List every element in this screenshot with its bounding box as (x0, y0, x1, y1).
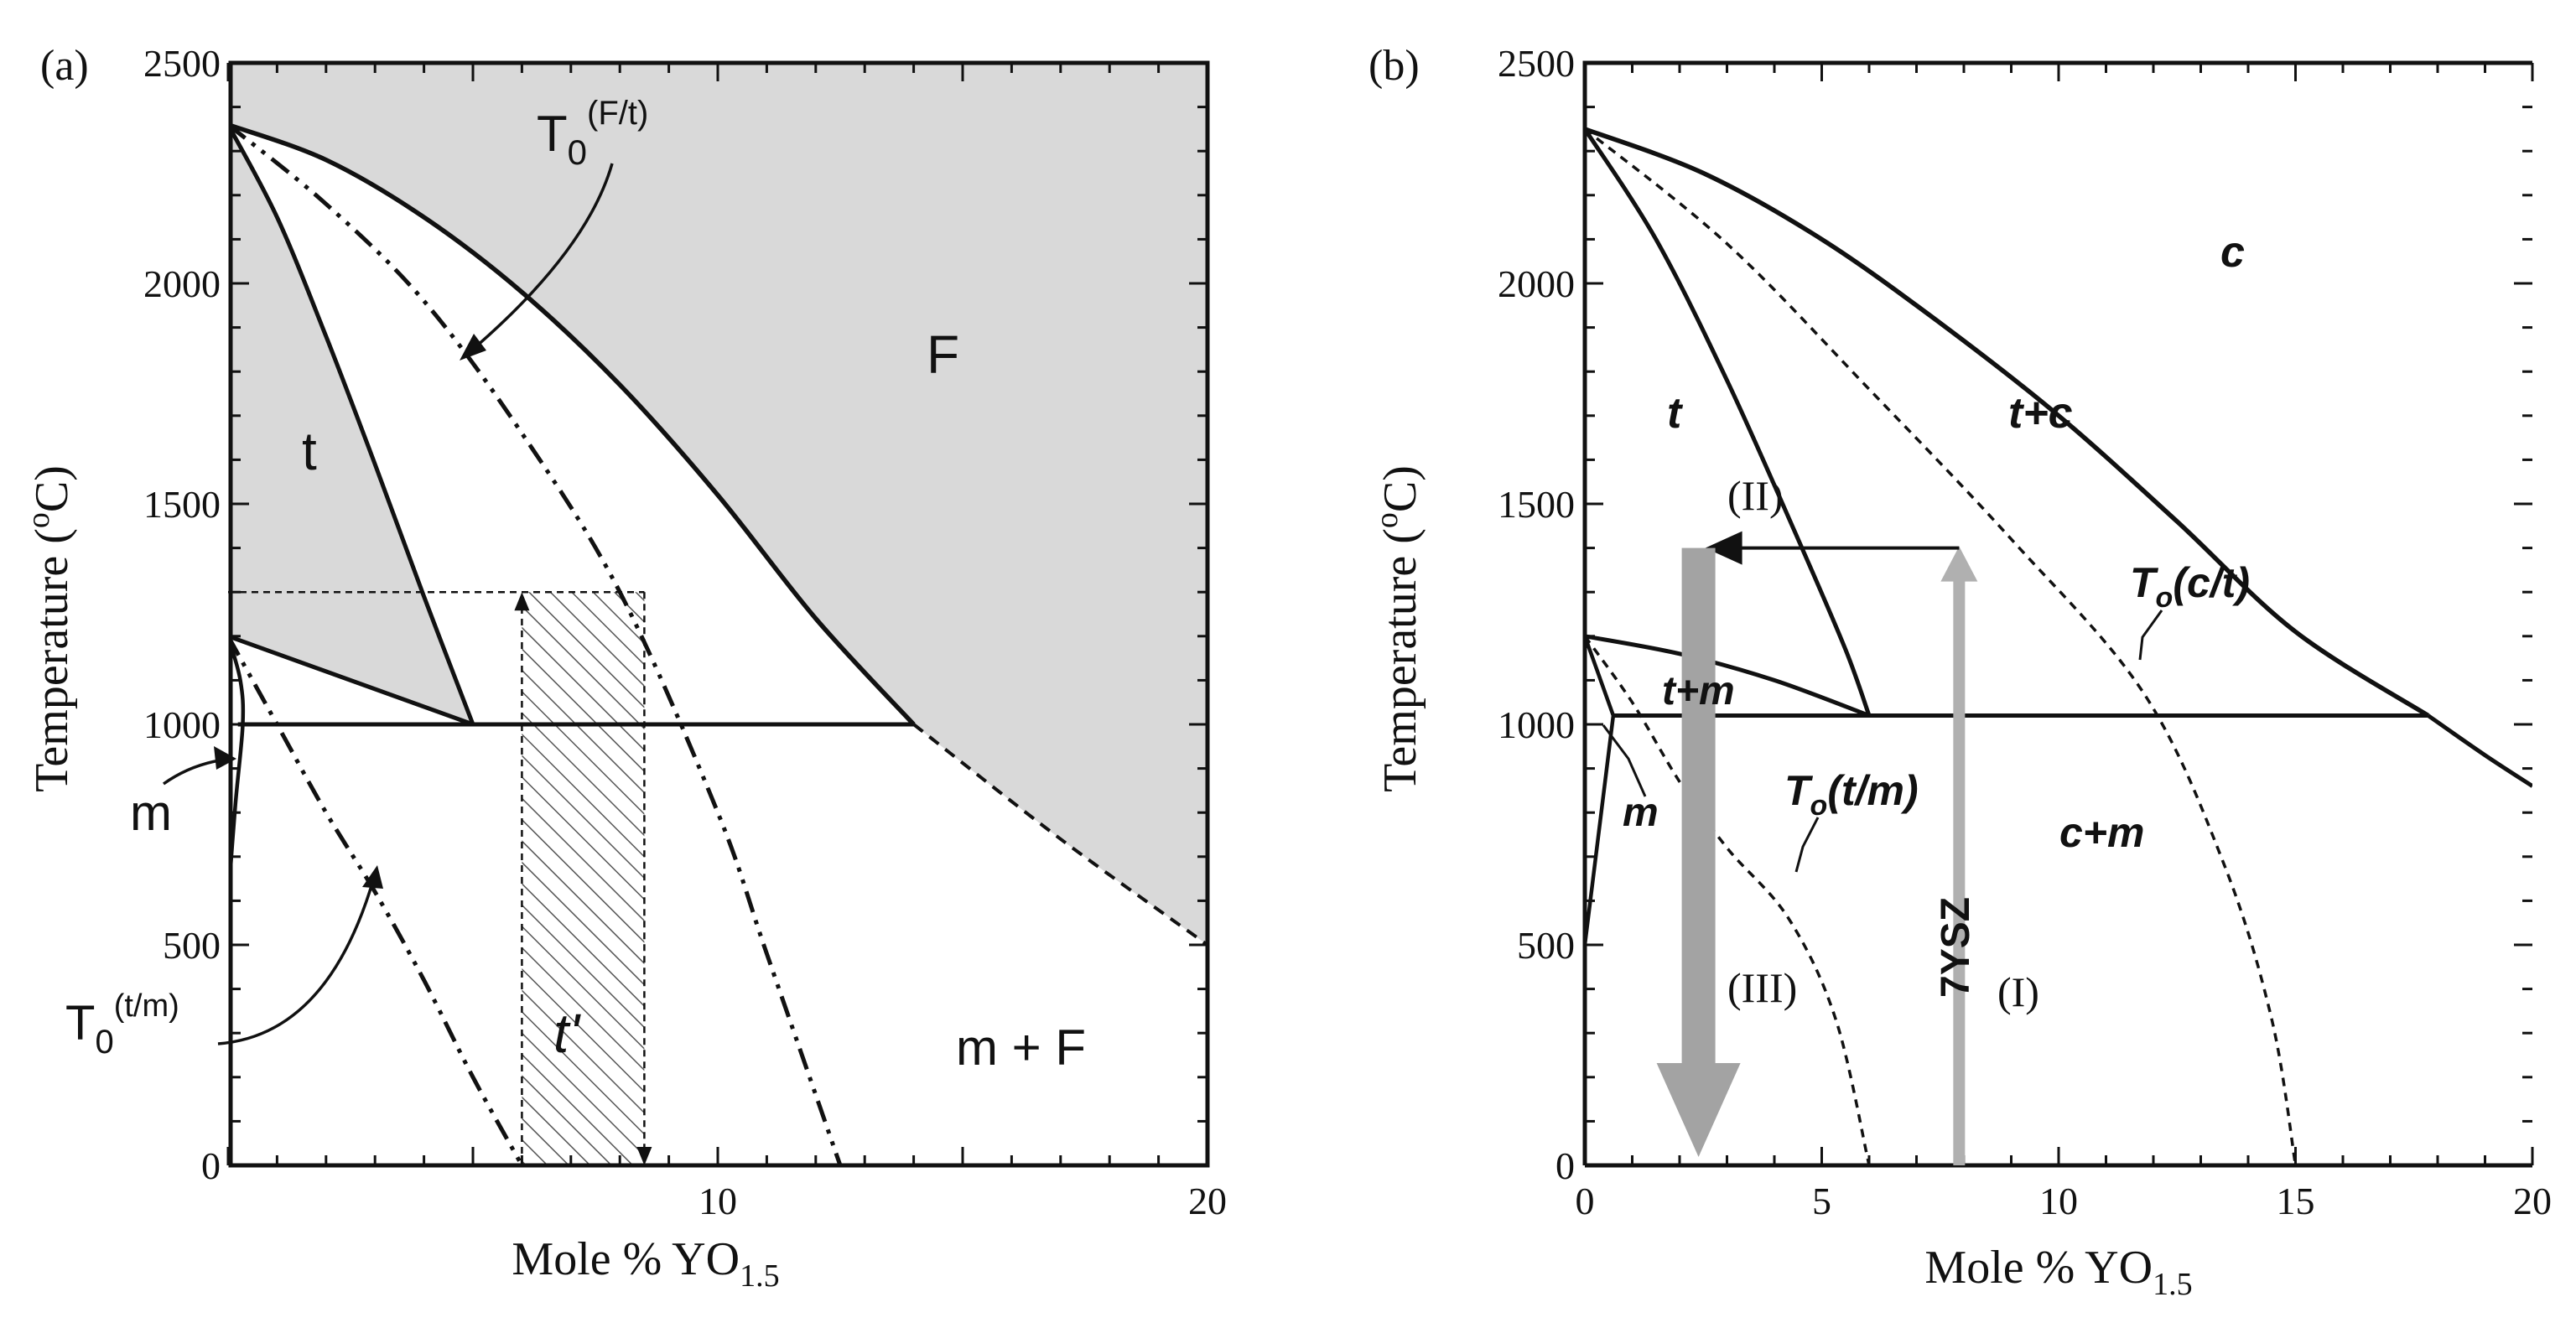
leader-arrowhead-T0-t-m (362, 865, 383, 889)
curve-m-solvus (1585, 635, 1616, 946)
panel-a-frame (228, 60, 1210, 1168)
y-tick-label: 1000 (143, 703, 221, 746)
arrowhead-down (636, 1147, 652, 1165)
region-label-t: t (302, 421, 317, 481)
annotation-To-c-t: To(c/t) (2130, 559, 2250, 614)
y-tick-label: 1500 (143, 483, 221, 526)
x-axis-title-subscript: 1.5 (2153, 1267, 2193, 1302)
y-tick-label: 2000 (143, 262, 221, 305)
region-label-m: m (130, 785, 172, 841)
panel-a: 0 500 1000 1500 2000 2500 10 20 (a) Mole % YO1.… (21, 42, 1227, 1294)
tick-labels: 0 500 1000 1500 2000 2500 0 5 10 15 20 (1498, 42, 2552, 1222)
curve-m-f-f-boundary (912, 723, 1208, 947)
arrowhead-up (514, 592, 530, 611)
panel-label: (b) (1368, 42, 1420, 90)
degree-sign: o (21, 512, 56, 528)
annotation-To-t-m: To(t/m) (1784, 767, 1919, 822)
degree-sign: o (1369, 512, 1405, 528)
y-axis-title: Temperature (oC) (21, 465, 78, 792)
leader-line-To-t-m (1794, 817, 1820, 873)
tick-labels: 0 500 1000 1500 2000 2500 10 20 (143, 42, 1227, 1222)
region-label-t-plus-c: t+c (2008, 389, 2073, 438)
panel-b: 0 500 1000 1500 2000 2500 0 5 10 15 20 (b) Mole % … (1368, 42, 2552, 1302)
curve-f-f-t-boundary (231, 122, 916, 726)
curve-c-t-c-boundary (1585, 127, 2430, 718)
path-III-arrowhead (1656, 1063, 1741, 1157)
y-tick-label: 1000 (1498, 703, 1575, 746)
path-label-7YSZ: 7YSZ (1934, 897, 1978, 998)
phase-shading (231, 63, 1208, 945)
t-prime-guides (228, 590, 652, 1165)
y-tick-label: 2500 (1498, 42, 1575, 85)
y-tick-label: 500 (1517, 924, 1575, 967)
y-tick-label: 500 (163, 924, 221, 967)
panel-b-frame (1582, 60, 2532, 1168)
y-axis-title: Temperature (oC) (1369, 465, 1426, 792)
annotation-T0-F-t: T0(F/t) (537, 95, 648, 172)
curve-t-t-f-boundary (231, 124, 475, 725)
y-tick-label: 0 (201, 1144, 221, 1187)
x-tick-label: 20 (2513, 1180, 2552, 1222)
leader-line-m (1602, 724, 1647, 797)
curve-t-t-m-boundary (1585, 634, 1870, 718)
curves (231, 122, 1208, 1165)
region-label-c-plus-m: c+m (2059, 809, 2144, 856)
path-I-arrowhead (1940, 546, 1978, 582)
y-tick-label: 1500 (1498, 483, 1575, 526)
y-tick-label: 2000 (1498, 262, 1575, 305)
path-III-shaft (1681, 547, 1716, 1065)
panel-label: (a) (40, 42, 89, 90)
curves (1585, 127, 2532, 1165)
annotation-T0-t-m: T0(t/m) (65, 988, 179, 1061)
leader-arrowhead-T0-F-t (460, 334, 486, 361)
curve-t-t-m-boundary (231, 635, 474, 727)
region-label-m-plus-F: m + F (956, 1019, 1086, 1076)
t-prime-region (522, 592, 645, 1165)
region-label-c: c (2220, 228, 2245, 277)
path-label-II: (II) (1727, 472, 1784, 519)
x-axis-title: Mole % YO1.5 (1924, 1242, 2192, 1302)
x-tick-label: 10 (2039, 1180, 2078, 1222)
leader-arrow-T0-t-m (217, 879, 375, 1045)
region-label-t-plus-m: t+m (1662, 669, 1735, 713)
panel-b-background (1585, 63, 2532, 1165)
curve-t0-t-m- (231, 636, 524, 1165)
x-axis-title: Mole % YO1.5 (512, 1233, 779, 1294)
curve-t-t-c-boundary (1585, 127, 1872, 717)
y-tick-label: 0 (1555, 1144, 1575, 1187)
leader-line-To-c-t (2138, 610, 2163, 661)
x-axis-title-subscript: 1.5 (740, 1258, 780, 1294)
path-I-shaft (1953, 579, 1966, 1165)
x-tick-label: 15 (2277, 1180, 2315, 1222)
processing-paths (1656, 531, 1978, 1165)
path-label-III: (III) (1727, 964, 1797, 1011)
path-label-I: (I) (1997, 968, 2039, 1015)
x-tick-label: 20 (1188, 1180, 1227, 1222)
region-label-F: F (927, 324, 959, 385)
path-II-arrowhead (1705, 531, 1742, 565)
region-label-t: t (1667, 389, 1684, 438)
region-label-t-prime: t' (553, 1002, 581, 1064)
x-tick-label: 0 (1576, 1180, 1595, 1222)
leader-arrowhead-m (214, 746, 236, 770)
leader-arrow-T0-F-t (468, 163, 614, 354)
y-tick-label: 2500 (143, 42, 221, 85)
curve-c-c-m-boundary (2427, 713, 2532, 788)
region-label-m: m (1623, 791, 1659, 835)
curve-t0-f-t- (231, 123, 843, 1165)
x-tick-label: 5 (1812, 1180, 1831, 1222)
x-tick-label: 10 (699, 1180, 737, 1222)
